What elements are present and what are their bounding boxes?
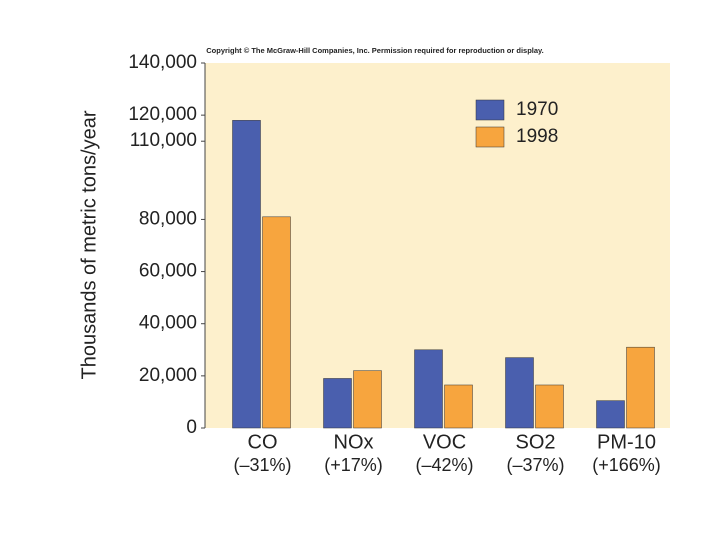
y-tick-label: 60,000 bbox=[139, 261, 197, 282]
bar bbox=[505, 357, 534, 429]
x-tick-label: PM-10 bbox=[597, 431, 656, 453]
bar bbox=[323, 378, 352, 429]
y-tick-label: 40,000 bbox=[139, 313, 197, 334]
x-tick-note: (–31%) bbox=[233, 455, 291, 475]
x-tick-label: VOC bbox=[423, 431, 466, 453]
legend-label: 1970 bbox=[516, 99, 558, 120]
bar bbox=[444, 384, 473, 429]
x-tick-note: (–37%) bbox=[506, 455, 564, 475]
legend-label: 1998 bbox=[516, 126, 558, 147]
legend-swatch bbox=[475, 126, 505, 148]
y-tick-label: 140,000 bbox=[128, 52, 197, 73]
bar bbox=[262, 216, 291, 429]
bar bbox=[232, 120, 261, 429]
bar bbox=[414, 349, 443, 429]
y-tick-label: 80,000 bbox=[139, 208, 197, 229]
bar bbox=[535, 384, 564, 429]
x-tick-label: CO bbox=[248, 431, 278, 453]
bar bbox=[626, 346, 655, 429]
x-tick-note: (+17%) bbox=[324, 455, 383, 475]
legend-swatch bbox=[475, 99, 505, 121]
x-tick-label: SO2 bbox=[515, 431, 555, 453]
x-tick-note: (+166%) bbox=[592, 455, 661, 475]
y-tick-label: 20,000 bbox=[139, 365, 197, 386]
x-tick-label: NOx bbox=[334, 431, 374, 453]
y-tick-label: 0 bbox=[186, 417, 197, 438]
x-tick-note: (–42%) bbox=[415, 455, 473, 475]
copyright-note: Copyright © The McGraw-Hill Companies, I… bbox=[206, 46, 544, 55]
bar bbox=[353, 370, 382, 429]
y-tick-label: 110,000 bbox=[130, 130, 197, 151]
y-tick-label: 120,000 bbox=[128, 104, 197, 125]
bar bbox=[596, 400, 625, 429]
y-axis-label: Thousands of metric tons/year bbox=[78, 110, 100, 379]
